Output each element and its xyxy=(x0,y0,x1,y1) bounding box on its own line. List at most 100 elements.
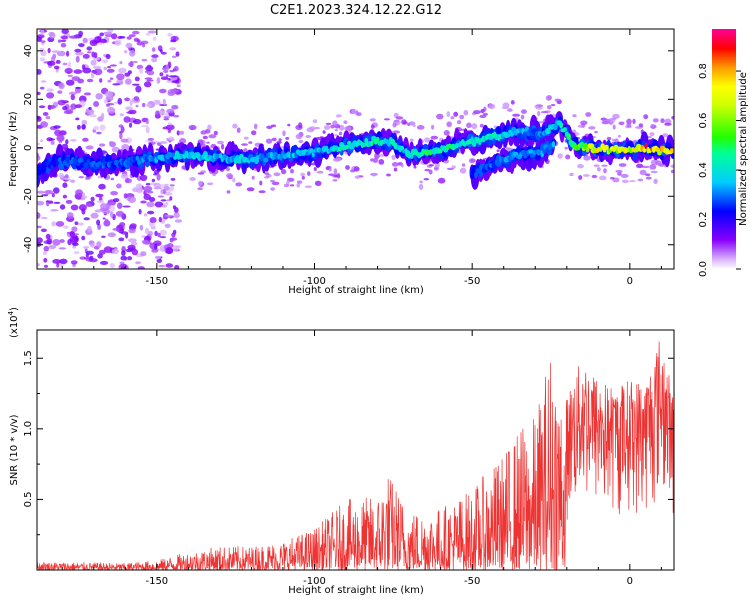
noise-blob xyxy=(236,127,241,133)
noise-blob xyxy=(135,261,142,265)
noise-blob xyxy=(133,118,142,125)
noise-blob xyxy=(350,169,356,173)
ridge-mark xyxy=(579,141,585,149)
noise-blob xyxy=(208,134,217,139)
noise-blob xyxy=(206,141,210,144)
noise-blob xyxy=(479,123,484,128)
noise-blob xyxy=(49,32,56,39)
noise-blob xyxy=(176,84,181,88)
x-tick-label: -50 xyxy=(464,576,480,587)
noise-blob xyxy=(120,138,129,143)
noise-blob xyxy=(109,211,114,218)
noise-blob xyxy=(167,32,173,37)
noise-blob xyxy=(81,124,86,130)
noise-blob xyxy=(103,246,113,254)
noise-blob xyxy=(145,227,149,235)
noise-blob xyxy=(593,164,600,167)
noise-blob xyxy=(437,177,446,184)
noise-blob xyxy=(466,122,472,129)
noise-blob xyxy=(153,101,161,105)
noise-blob xyxy=(113,198,120,203)
noise-blob xyxy=(155,110,160,117)
spectrogram-frame xyxy=(36,28,675,270)
noise-blob xyxy=(146,70,155,76)
noise-blob xyxy=(451,165,456,169)
noise-blob xyxy=(569,172,574,177)
noise-blob xyxy=(304,185,312,188)
noise-blob xyxy=(534,105,539,108)
noise-blob xyxy=(159,88,167,94)
noise-blob xyxy=(50,209,59,212)
branch-mark xyxy=(528,149,534,154)
noise-blob xyxy=(167,127,172,134)
noise-blob xyxy=(328,173,336,176)
noise-blob xyxy=(104,90,114,98)
noise-blob xyxy=(149,197,156,202)
noise-blob xyxy=(314,180,322,186)
noise-blob xyxy=(266,125,273,129)
noise-blob xyxy=(166,108,175,114)
noise-blob xyxy=(160,199,167,202)
noise-blob xyxy=(111,33,118,40)
noise-blob xyxy=(601,164,608,167)
noise-blob xyxy=(296,180,303,184)
noise-blob xyxy=(107,106,116,114)
noise-blob xyxy=(639,169,647,176)
noise-blob xyxy=(105,54,111,60)
ridge-mark xyxy=(528,126,533,134)
noise-blob xyxy=(271,181,280,186)
x-tick-label: -50 xyxy=(464,276,480,287)
noise-blob xyxy=(81,235,86,241)
noise-blob xyxy=(157,232,161,238)
noise-blob xyxy=(151,222,156,229)
noise-blob xyxy=(48,245,57,249)
noise-blob xyxy=(507,108,513,112)
noise-blob xyxy=(40,121,48,128)
noise-blob xyxy=(173,114,180,118)
noise-blob xyxy=(120,255,127,261)
noise-blob xyxy=(103,31,113,35)
noise-blob xyxy=(93,68,103,76)
noise-blob xyxy=(391,162,399,167)
noise-blob xyxy=(470,158,476,163)
figure-title: C2E1.2023.324.12.22.G12 xyxy=(270,3,442,18)
noise-blob xyxy=(90,72,95,79)
noise-blob xyxy=(107,66,111,69)
noise-blob xyxy=(37,225,42,229)
noise-blob xyxy=(621,179,629,184)
noise-blob xyxy=(138,208,142,215)
colorbar-tick-label: 0.6 xyxy=(698,113,709,129)
noise-blob xyxy=(99,32,104,37)
noise-blob xyxy=(70,103,77,110)
noise-blob xyxy=(44,190,54,195)
noise-blob xyxy=(335,114,342,118)
noise-blob xyxy=(145,32,151,36)
noise-blob xyxy=(144,77,153,80)
snr-y-scale-base: (x10 xyxy=(9,315,20,338)
noise-blob xyxy=(58,172,64,179)
noise-blob xyxy=(70,204,79,211)
noise-blob xyxy=(312,119,318,124)
x-tick-label: -150 xyxy=(145,276,168,287)
noise-blob xyxy=(372,157,379,163)
noise-blob xyxy=(536,110,541,117)
noise-blob xyxy=(343,120,348,124)
noise-blob xyxy=(49,138,56,141)
noise-blob xyxy=(600,117,607,121)
noise-blob xyxy=(554,98,560,102)
y-tick-label: 40 xyxy=(23,44,34,57)
noise-blob xyxy=(158,264,166,268)
noise-blob xyxy=(301,175,305,180)
snr-y-axis-label: SNR (10 * v/v) xyxy=(9,414,20,485)
noise-blob xyxy=(168,136,175,141)
noise-blob xyxy=(409,138,414,142)
noise-blob xyxy=(101,235,106,238)
snr-y-scale: (x104) xyxy=(7,307,20,338)
noise-blob xyxy=(40,49,47,57)
noise-blob xyxy=(127,238,137,243)
noise-blob xyxy=(76,124,81,130)
noise-blob xyxy=(75,117,80,121)
noise-blob xyxy=(172,55,177,58)
noise-blob xyxy=(131,248,139,256)
noise-blob xyxy=(112,228,121,231)
